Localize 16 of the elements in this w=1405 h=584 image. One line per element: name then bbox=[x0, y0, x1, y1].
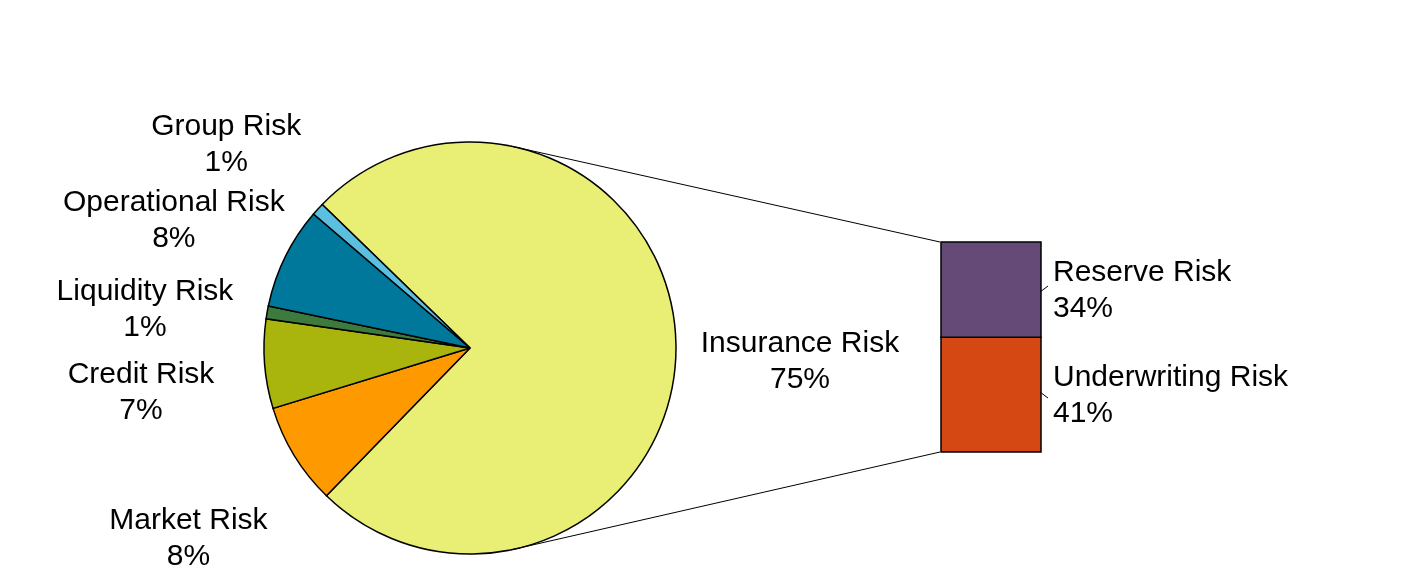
data-label: 34% bbox=[1053, 289, 1114, 323]
data-label: 8% bbox=[152, 220, 196, 254]
slice-label: Market Risk bbox=[109, 502, 269, 536]
data-label: 75% bbox=[769, 361, 830, 395]
slice-label: Insurance Risk bbox=[700, 325, 901, 359]
slice-label: Operational Risk bbox=[62, 184, 286, 218]
data-label: 1% bbox=[123, 308, 167, 342]
slice-label: Group Risk bbox=[151, 107, 303, 141]
series-label: Underwriting Risk bbox=[1053, 358, 1290, 392]
data-label: 7% bbox=[119, 391, 163, 425]
data-label: 1% bbox=[204, 143, 248, 177]
series-label: Reserve Risk bbox=[1053, 253, 1233, 287]
data-label: 41% bbox=[1053, 394, 1114, 428]
slice-label: Credit Risk bbox=[67, 355, 216, 389]
data-label: 8% bbox=[166, 538, 211, 572]
slice-label: Liquidity Risk bbox=[56, 272, 235, 306]
